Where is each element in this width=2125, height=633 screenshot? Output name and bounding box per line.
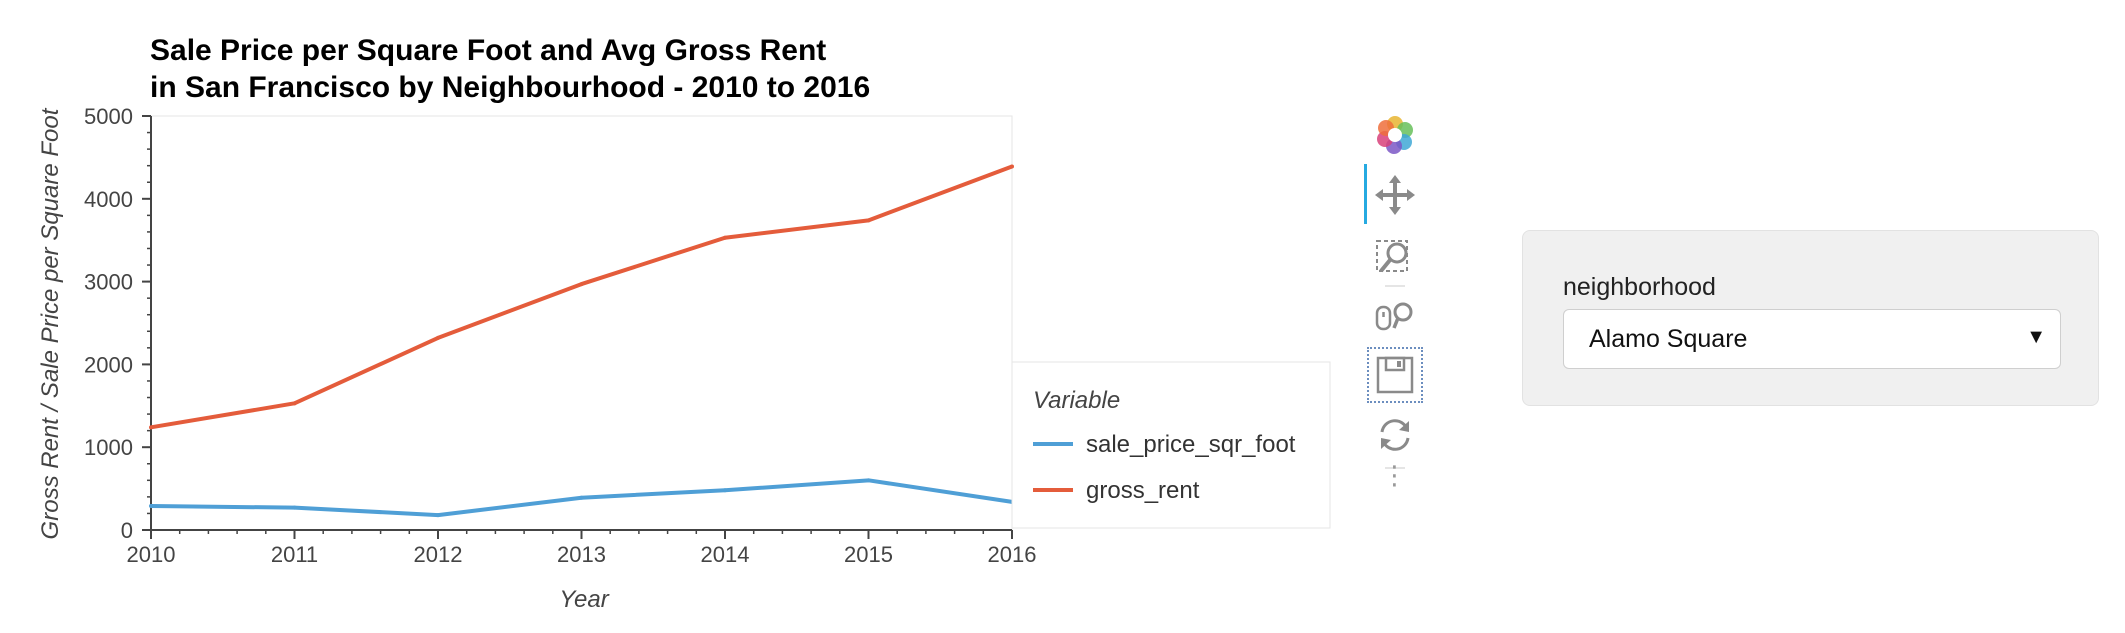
data-point-gross_rent bbox=[1010, 164, 1014, 169]
y-tick-label: 4000 bbox=[84, 187, 133, 212]
y-tick-label: 2000 bbox=[84, 352, 133, 377]
y-axis: 0 1000 2000 3000 4000 5000 bbox=[84, 104, 152, 543]
data-point-sale_price_sqr_foot bbox=[149, 503, 153, 508]
reset-icon[interactable] bbox=[1373, 413, 1417, 457]
data-point-gross_rent bbox=[723, 235, 727, 240]
data-point-gross_rent bbox=[866, 218, 871, 223]
x-axis: 2010 2011 2012 2013 2014 2015 2016 bbox=[127, 529, 1037, 567]
y-tick-label: 3000 bbox=[84, 270, 133, 295]
neighborhood-select[interactable]: Alamo Square ▼ bbox=[1563, 309, 2061, 369]
y-tick-label: 0 bbox=[121, 518, 133, 543]
data-point-gross_rent bbox=[292, 401, 297, 406]
chevron-down-icon: ▼ bbox=[2026, 326, 2046, 348]
data-point-sale_price_sqr_foot bbox=[436, 513, 440, 518]
neighborhood-label: neighborhood bbox=[1563, 273, 1716, 301]
widget-panel: neighborhood Alamo Square ▼ bbox=[1522, 230, 2099, 406]
x-tick-label: 2011 bbox=[271, 542, 318, 567]
chart-title-line-1: Sale Price per Square Foot and Avg Gross… bbox=[150, 34, 826, 67]
x-axis-label: Year bbox=[559, 586, 609, 613]
legend-items: sale_price_sqr_foot gross_rent bbox=[1033, 431, 1296, 504]
bokeh-logo-icon[interactable] bbox=[1373, 113, 1417, 157]
data-point-sale_price_sqr_foot bbox=[723, 488, 727, 493]
box-zoom-icon[interactable] bbox=[1373, 235, 1417, 279]
x-tick-label: 2016 bbox=[988, 542, 1037, 567]
legend: Variable sale_price_sqr_foot gross_rent bbox=[1011, 361, 1331, 529]
series-layer bbox=[149, 164, 1014, 518]
chart: Sale Price per Square Foot and Avg Gross… bbox=[37, 34, 1331, 613]
pan-icon[interactable] bbox=[1373, 173, 1417, 217]
data-point-sale_price_sqr_foot bbox=[292, 505, 297, 510]
chart-toolbar: ⋮ bbox=[1364, 105, 1425, 505]
toolbar-divider bbox=[1385, 285, 1405, 287]
x-tick-label: 2013 bbox=[557, 542, 606, 567]
chart-title-line-2: in San Francisco by Neighbourhood - 2010… bbox=[150, 71, 870, 104]
x-tick-label: 2015 bbox=[844, 542, 893, 567]
x-tick-label: 2012 bbox=[414, 542, 463, 567]
toolbar-divider bbox=[1385, 467, 1405, 469]
y-tick-label: 5000 bbox=[84, 104, 133, 129]
save-icon[interactable] bbox=[1373, 353, 1417, 397]
data-point-gross_rent bbox=[436, 335, 440, 340]
neighborhood-select-value: Alamo Square bbox=[1589, 325, 1748, 353]
data-point-sale_price_sqr_foot bbox=[866, 478, 871, 483]
y-tick-label: 1000 bbox=[84, 435, 133, 460]
y-axis-label: Gross Rent / Sale Price per Square Foot bbox=[37, 107, 64, 539]
data-point-gross_rent bbox=[579, 282, 584, 287]
x-tick-label: 2014 bbox=[701, 542, 750, 567]
x-tick-label: 2010 bbox=[127, 542, 176, 567]
wheel-zoom-icon[interactable] bbox=[1373, 295, 1417, 339]
legend-label-sale_price_sqr_foot: sale_price_sqr_foot bbox=[1086, 431, 1296, 458]
legend-label-gross_rent: gross_rent bbox=[1086, 477, 1200, 504]
legend-title: Variable bbox=[1033, 387, 1120, 414]
active-tool-indicator bbox=[1364, 164, 1367, 224]
more-tools-icon[interactable]: ⋮ bbox=[1381, 460, 1409, 490]
plot-area[interactable] bbox=[150, 115, 1013, 531]
save-tool-focus-frame bbox=[1367, 347, 1423, 403]
data-point-gross_rent bbox=[149, 425, 153, 430]
data-point-sale_price_sqr_foot bbox=[579, 495, 584, 500]
